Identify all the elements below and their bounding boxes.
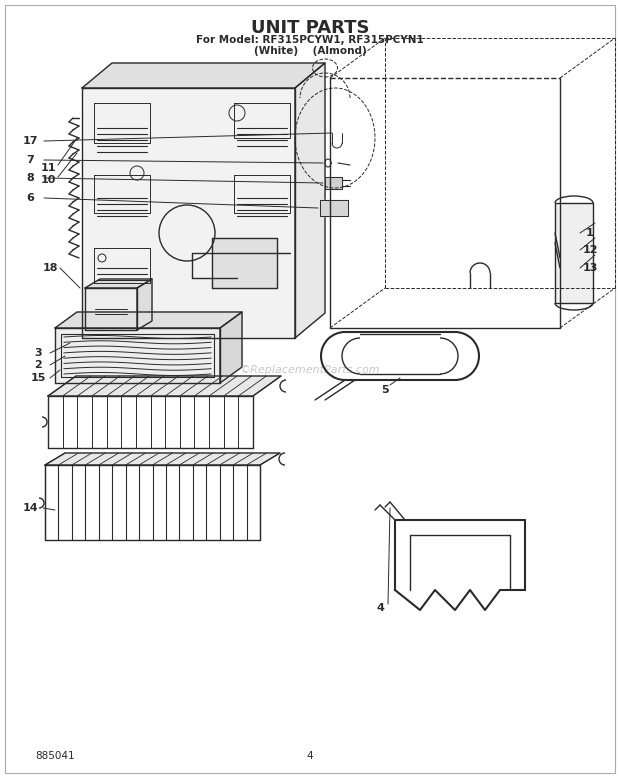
Polygon shape bbox=[55, 312, 242, 328]
Polygon shape bbox=[85, 279, 152, 288]
Text: 6: 6 bbox=[26, 193, 34, 203]
Text: 4: 4 bbox=[376, 603, 384, 613]
Text: 2: 2 bbox=[34, 360, 42, 370]
Text: 15: 15 bbox=[30, 373, 46, 383]
Polygon shape bbox=[48, 376, 281, 396]
Text: (White)    (Almond): (White) (Almond) bbox=[254, 46, 366, 56]
Text: 7: 7 bbox=[26, 155, 34, 165]
Polygon shape bbox=[137, 279, 152, 330]
Polygon shape bbox=[212, 238, 277, 288]
Text: 1: 1 bbox=[586, 228, 594, 238]
Polygon shape bbox=[82, 63, 325, 88]
Polygon shape bbox=[85, 288, 137, 330]
Polygon shape bbox=[555, 203, 593, 303]
Text: 17: 17 bbox=[22, 136, 38, 146]
Text: ©ReplacementParts.com: ©ReplacementParts.com bbox=[240, 365, 380, 375]
Text: UNIT PARTS: UNIT PARTS bbox=[250, 19, 370, 37]
Text: 13: 13 bbox=[582, 263, 598, 273]
Text: 3: 3 bbox=[34, 348, 42, 358]
Text: 11: 11 bbox=[40, 163, 56, 173]
Polygon shape bbox=[325, 177, 342, 189]
Text: 8: 8 bbox=[26, 173, 34, 183]
Text: 5: 5 bbox=[381, 385, 389, 395]
Polygon shape bbox=[45, 453, 280, 465]
Text: 10: 10 bbox=[40, 175, 56, 185]
Polygon shape bbox=[295, 63, 325, 338]
Text: 4: 4 bbox=[307, 751, 313, 761]
Polygon shape bbox=[320, 200, 348, 216]
Text: 12: 12 bbox=[582, 245, 598, 255]
Polygon shape bbox=[55, 328, 220, 383]
Text: 14: 14 bbox=[22, 503, 38, 513]
Text: For Model: RF315PCYW1, RF315PCYN1: For Model: RF315PCYW1, RF315PCYN1 bbox=[196, 35, 424, 45]
Polygon shape bbox=[220, 312, 242, 383]
Polygon shape bbox=[82, 88, 295, 338]
Text: 18: 18 bbox=[42, 263, 58, 273]
Text: 885041: 885041 bbox=[35, 751, 74, 761]
